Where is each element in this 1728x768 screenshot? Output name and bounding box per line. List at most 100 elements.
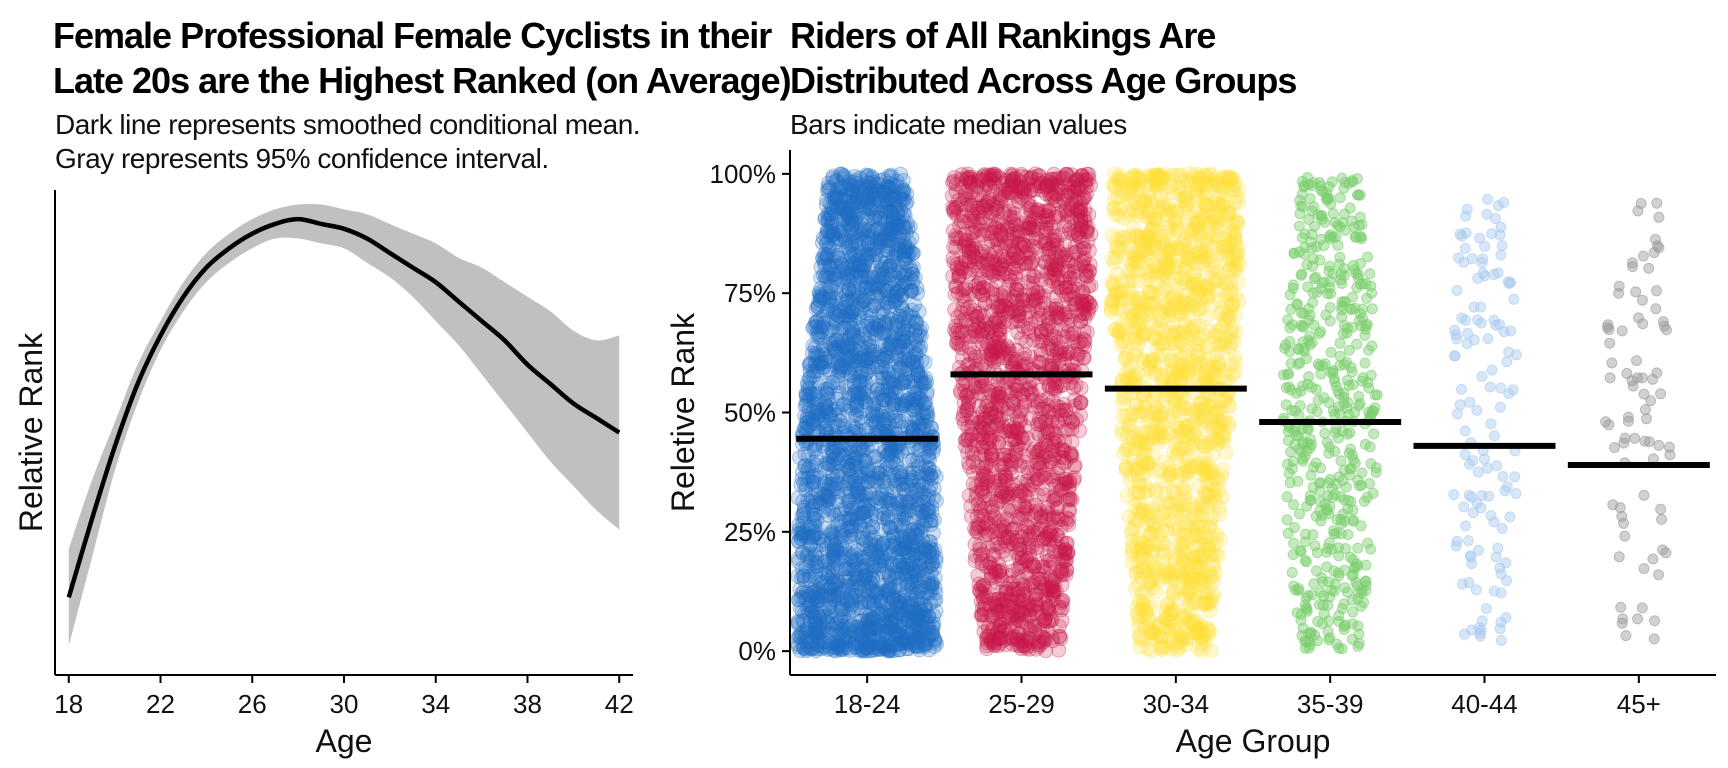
data-point [822,380,838,396]
data-point [901,352,917,368]
data-point [925,545,941,561]
data-point [1037,631,1053,647]
data-point [843,265,859,281]
data-point [911,474,927,490]
data-point [891,557,907,573]
data-point [850,487,865,503]
left-chart-title-line-1: Female Professional Female Cyclists in t… [53,15,772,56]
data-point [811,327,827,343]
data-point [886,467,902,483]
data-point [896,219,912,234]
data-point [899,641,915,657]
data-point [894,288,910,304]
data-point [851,296,867,312]
data-point [888,443,904,459]
data-point [817,210,833,226]
data-point [856,291,872,307]
data-point [824,526,840,542]
data-point [866,298,882,314]
data-point [900,357,916,372]
data-point [845,285,860,301]
data-point [922,441,938,457]
data-point [796,572,812,588]
data-point [1043,569,1059,585]
data-point [838,308,854,324]
data-point [891,337,907,353]
data-point [888,289,903,305]
data-point [877,315,893,331]
left-x-tick-label: 22 [146,689,175,719]
data-point [843,219,859,235]
data-point [1054,613,1070,629]
data-point [838,640,854,655]
data-point [813,588,829,604]
data-point [979,398,995,414]
data-point [1020,638,1036,654]
data-point [883,556,899,572]
data-point [880,226,896,242]
data-point [813,270,829,286]
data-point [899,215,915,231]
left-chart-subtitle-line-1: Dark line represents smoothed conditiona… [55,109,641,140]
data-point [916,569,932,585]
data-point [904,490,920,506]
right-chart-subtitle: Bars indicate median values [790,109,1127,140]
data-point [1044,443,1060,459]
data-point [972,414,987,430]
data-point [1015,577,1031,592]
data-point [869,221,885,237]
data-point [839,593,855,609]
data-point [858,353,874,369]
data-point [817,461,833,477]
data-point [1005,226,1021,242]
right-chart-title-line-1: Riders of All Rankings Are [790,15,1216,56]
data-point [874,370,890,386]
data-point [808,558,824,574]
data-point [881,638,897,654]
data-point [910,285,926,301]
data-point [879,584,894,600]
data-point [1014,550,1030,565]
data-point [914,478,930,494]
data-point [828,279,844,295]
data-point [986,508,1002,524]
data-point [891,282,907,298]
data-point [919,503,935,519]
data-point [807,579,823,594]
data-point [872,543,888,559]
data-point [825,575,841,591]
data-point [823,407,839,423]
data-point [850,497,865,513]
data-point [868,280,884,296]
data-point [810,299,826,315]
data-point [855,541,871,557]
data-point [895,172,911,188]
data-point [990,638,1006,654]
data-point [854,505,870,521]
data-point [885,528,901,544]
data-point [838,233,854,249]
data-point [802,598,817,614]
left-chart-title-line-2: Late 20s are the Highest Ranked (on Aver… [53,60,792,101]
data-point [898,558,914,574]
data-point [841,282,857,298]
data-point [904,542,920,558]
data-point [946,239,962,255]
data-point [987,382,1003,398]
data-point [852,613,868,629]
data-point [858,636,874,651]
data-point [970,204,986,219]
data-point [918,459,934,475]
data-point [872,465,887,481]
data-point [854,414,870,430]
data-point [908,321,924,337]
data-point [1077,333,1093,349]
data-point [849,393,865,409]
data-point [884,334,900,350]
data-point [1004,466,1020,482]
data-point [849,407,864,423]
data-point [801,358,817,374]
data-point [859,252,875,268]
data-point [1075,240,1091,256]
data-point [828,286,844,301]
